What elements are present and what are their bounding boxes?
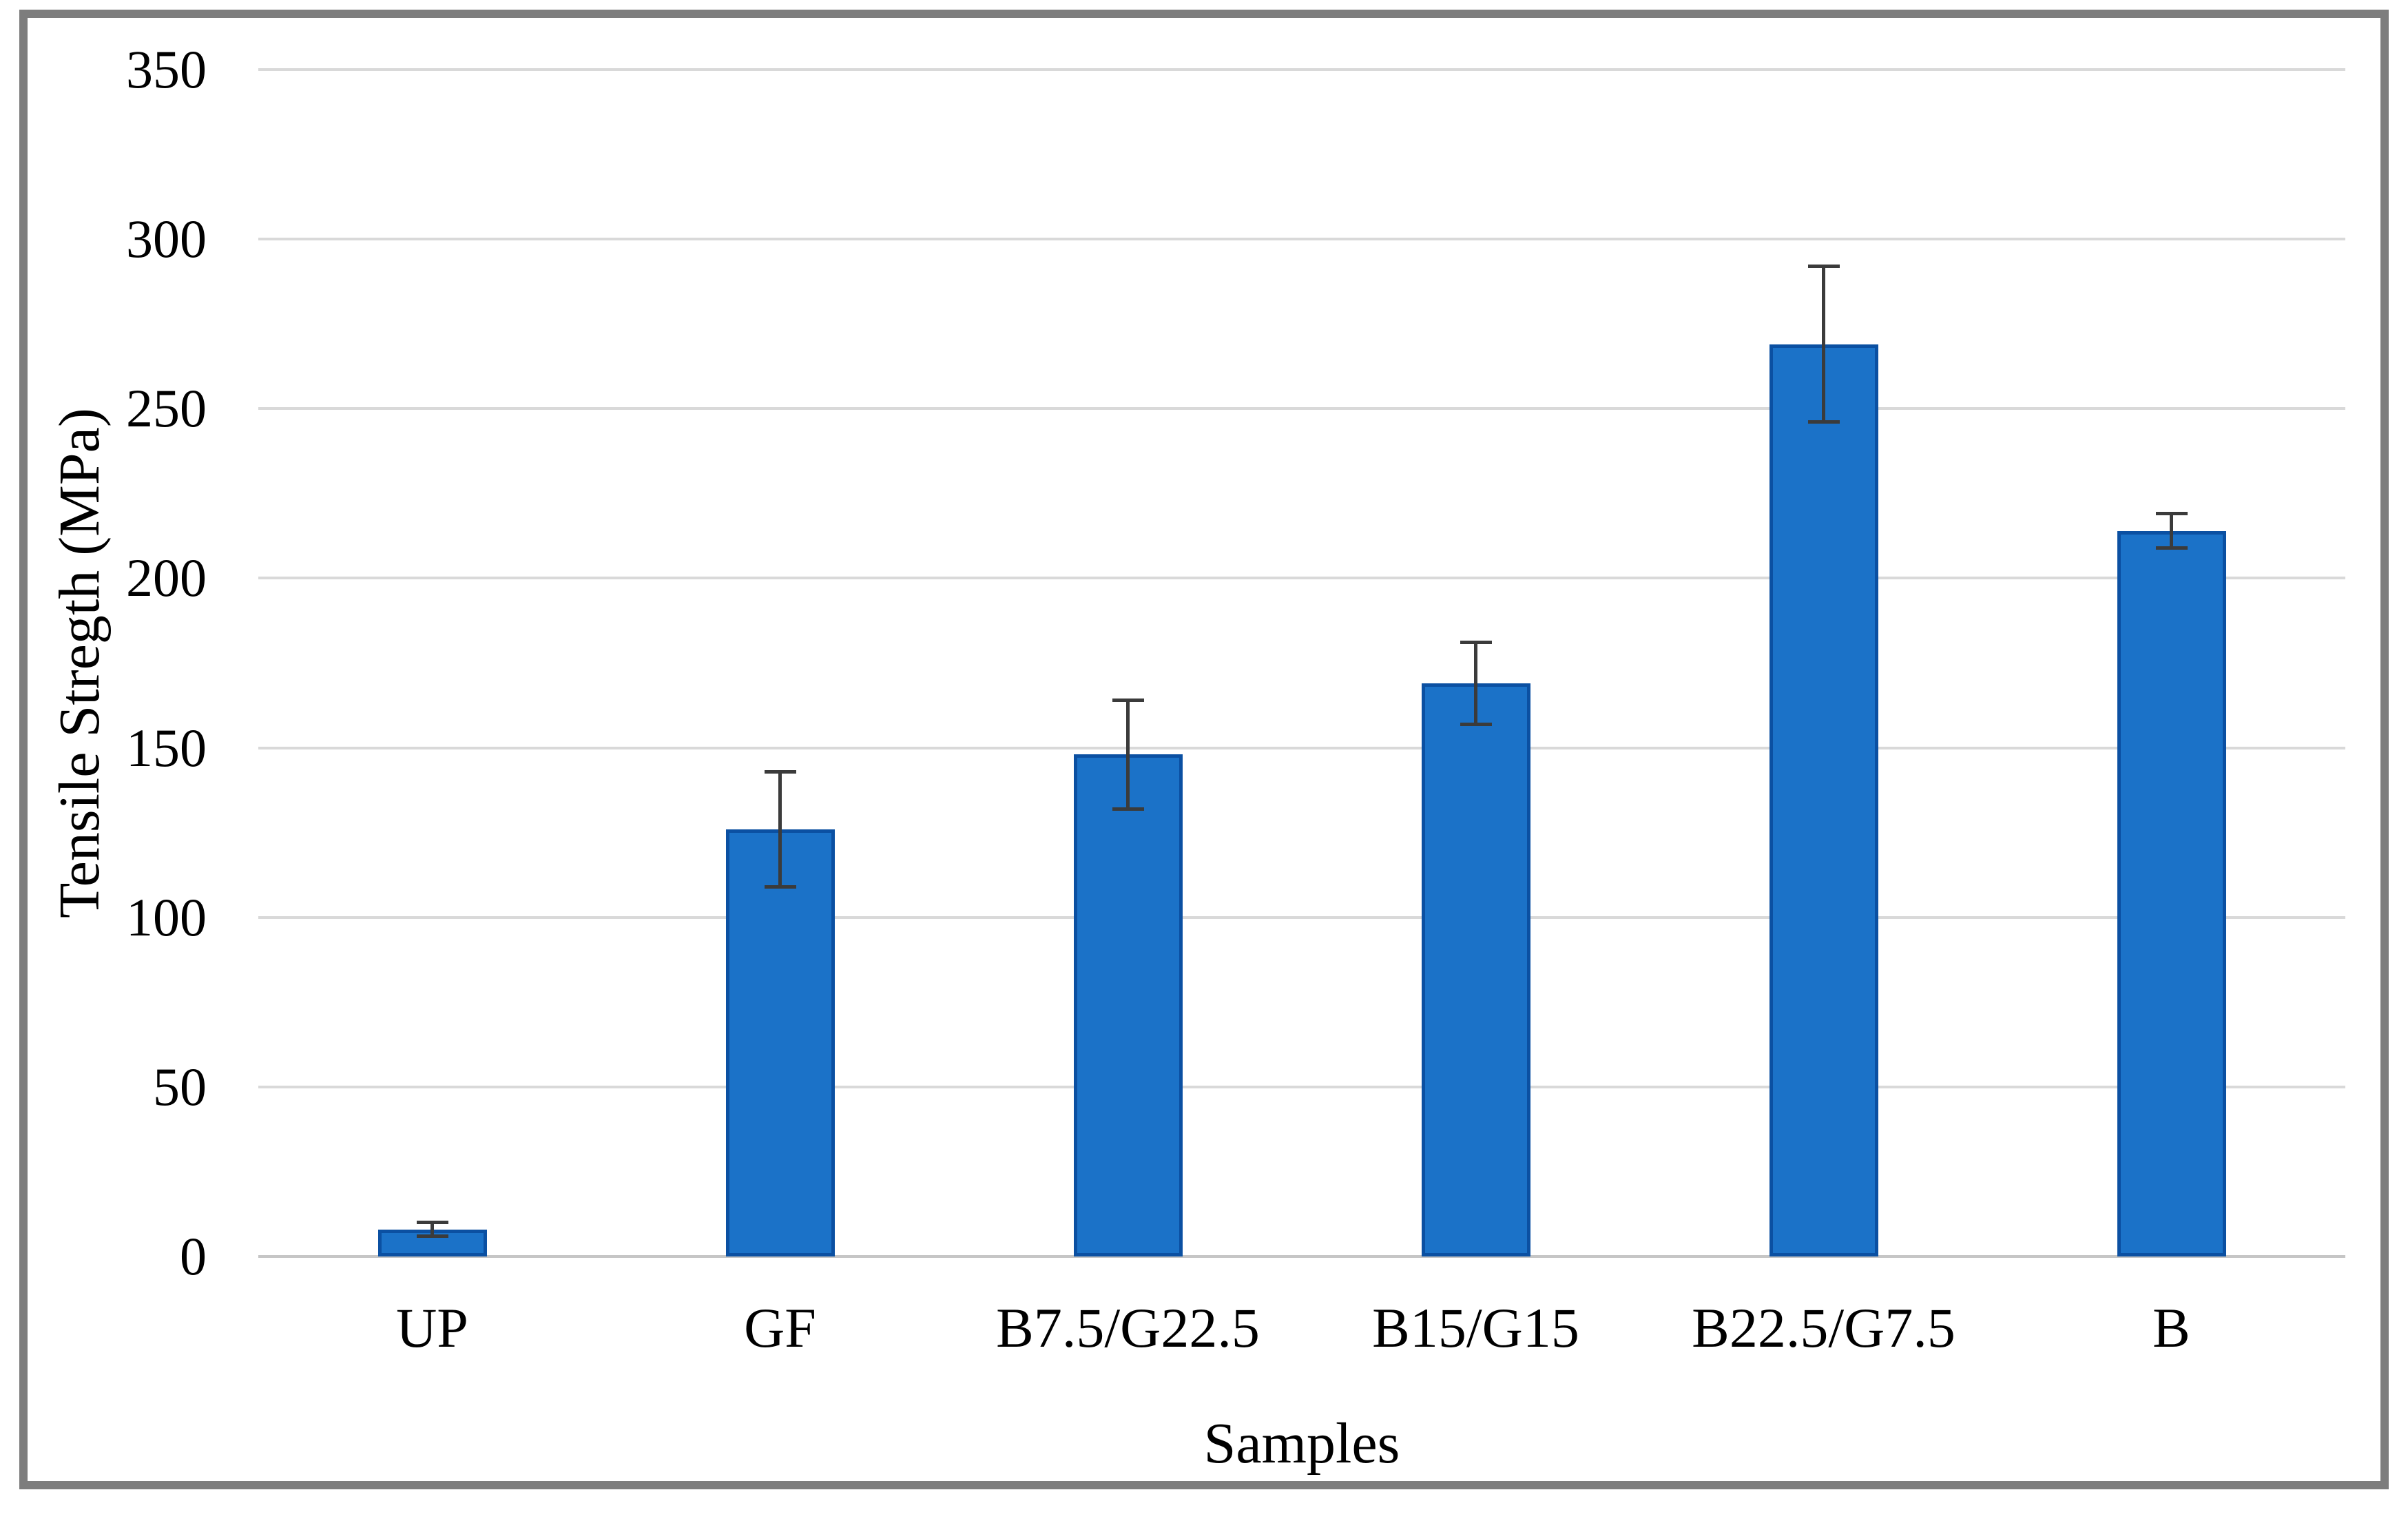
error-bar-cap-bottom xyxy=(2155,546,2188,550)
x-axis-title: Samples xyxy=(1203,1411,1400,1476)
error-bar-cap-top xyxy=(1460,641,1492,645)
y-gridline xyxy=(258,746,2345,749)
error-bar-cap-top xyxy=(1112,699,1144,703)
error-bar-cap-top xyxy=(2155,512,2188,516)
y-axis-tick-label: 0 xyxy=(180,1226,207,1286)
error-bar-whisker xyxy=(1822,266,1825,422)
y-gridline xyxy=(258,1085,2345,1088)
x-axis-category-label: B xyxy=(2152,1296,2190,1359)
y-axis-tick-label: 100 xyxy=(126,887,207,947)
error-bar-cap-top xyxy=(416,1221,448,1225)
y-axis-tick-label: 150 xyxy=(126,717,207,778)
y-gridline xyxy=(258,407,2345,411)
x-axis-category-label: UP xyxy=(396,1296,468,1359)
x-axis-category-label: B22.5/G7.5 xyxy=(1692,1296,1955,1359)
bar-B7.5/G22.5 xyxy=(1073,754,1183,1256)
x-axis-category-label: GF xyxy=(744,1296,816,1359)
error-bar-cap-bottom xyxy=(1460,722,1492,726)
bar-GF xyxy=(725,829,835,1256)
bar-B22.5/G7.5 xyxy=(1769,344,1878,1256)
bar-B15/G15 xyxy=(1421,683,1530,1256)
error-bar-whisker xyxy=(1126,700,1130,809)
y-axis-tick-label: 300 xyxy=(126,209,207,269)
error-bar-whisker xyxy=(1474,642,1477,725)
x-axis-baseline xyxy=(258,1255,2345,1258)
error-bar-cap-bottom xyxy=(1112,807,1144,811)
error-bar-cap-top xyxy=(764,769,796,774)
chart-frame-border xyxy=(19,10,2389,1489)
y-axis-title: Tensile Stregth (MPa) xyxy=(47,408,112,918)
error-bar-whisker xyxy=(778,772,782,887)
y-axis-tick-label: 350 xyxy=(126,39,207,99)
bar-B xyxy=(2117,530,2226,1256)
y-gridline xyxy=(258,68,2345,71)
error-bar-cap-bottom xyxy=(416,1234,448,1238)
x-axis-category-label: B15/G15 xyxy=(1372,1296,1579,1359)
x-axis-category-label: B7.5/G22.5 xyxy=(996,1296,1260,1359)
error-bar-whisker xyxy=(430,1222,434,1237)
y-axis-tick-label: 250 xyxy=(126,378,207,439)
y-axis-tick-label: 50 xyxy=(153,1056,207,1117)
error-bar-cap-top xyxy=(1807,265,1840,269)
y-gridline xyxy=(258,577,2345,580)
y-gridline xyxy=(258,915,2345,919)
y-gridline xyxy=(258,238,2345,241)
error-bar-cap-bottom xyxy=(1807,420,1840,424)
y-axis-tick-label: 200 xyxy=(126,548,207,608)
error-bar-cap-bottom xyxy=(764,884,796,889)
error-bar-whisker xyxy=(2170,513,2173,548)
